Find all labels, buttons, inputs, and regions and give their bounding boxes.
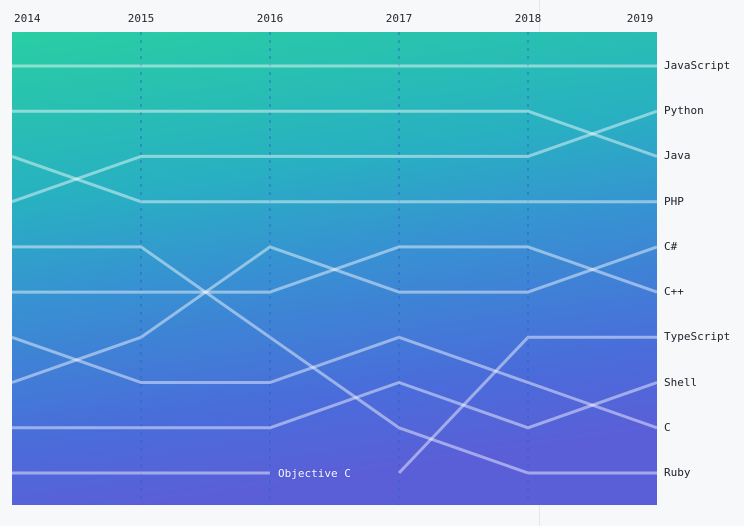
year-label-2018: 2018: [514, 12, 542, 25]
series-label-javascript: JavaScript: [664, 59, 731, 72]
series-label-c-: C++: [664, 285, 684, 299]
year-label-2015: 2015: [127, 12, 155, 25]
series-label-ruby: Ruby: [664, 466, 691, 479]
year-label-2019: 2019: [626, 12, 654, 25]
series-line-c-: [12, 245, 658, 294]
year-label-2014: 2014: [14, 12, 41, 25]
series-line-c: [11, 335, 658, 430]
year-label-2016: 2016: [256, 12, 284, 25]
series-label-java: Java: [664, 149, 691, 163]
series-label-python: Python: [664, 104, 704, 118]
series-line-php: [11, 154, 657, 204]
series-line-python: [11, 109, 658, 204]
series-line-java: [12, 109, 658, 158]
chart-gradient-background: [12, 32, 657, 505]
series-label-shell: Shell: [664, 375, 698, 389]
series-line-ruby: [12, 245, 657, 475]
series-label-typescript: TypeScript: [664, 330, 731, 344]
series-line-shell: [12, 381, 658, 430]
series-label-c-: C#: [664, 239, 678, 253]
series-line-typescript: [397, 335, 657, 475]
series-label-php: PHP: [664, 194, 684, 208]
series-label-c: C: [664, 420, 671, 434]
series-line-c-: [11, 245, 658, 384]
annotation-objective-c: Objective C: [278, 467, 351, 480]
year-label-2017: 2017: [385, 12, 413, 25]
